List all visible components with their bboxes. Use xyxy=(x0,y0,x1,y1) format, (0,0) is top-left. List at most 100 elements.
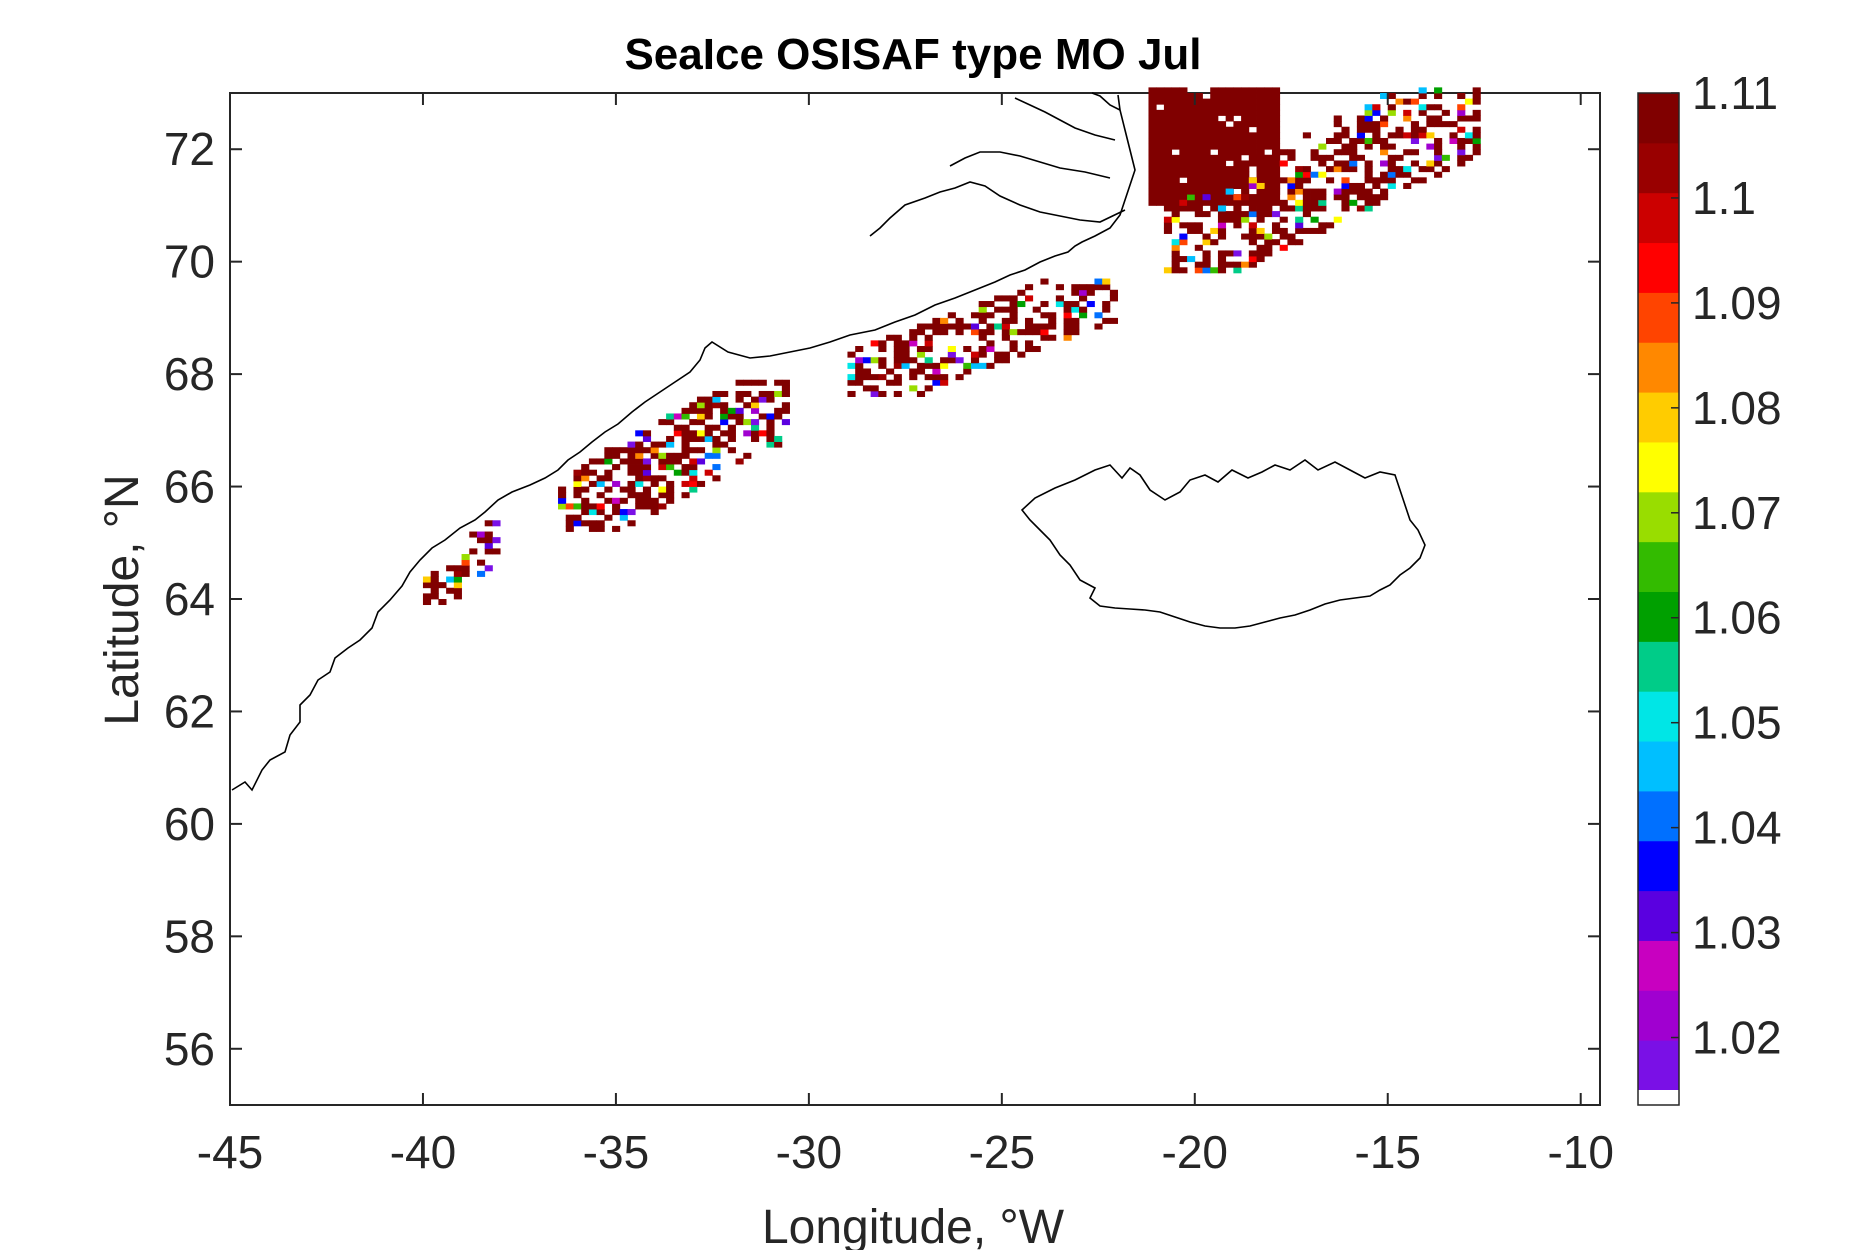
ice-cell xyxy=(1418,87,1427,94)
ice-cell xyxy=(1202,137,1211,144)
ice-cell xyxy=(750,407,760,414)
colorbar-swatch xyxy=(1638,541,1679,592)
ice-cell xyxy=(604,452,613,459)
ice-cell xyxy=(1194,267,1203,274)
ice-cell xyxy=(1009,340,1018,347)
ice-cell xyxy=(650,509,659,516)
ice-cell xyxy=(453,582,462,589)
ice-cell xyxy=(712,390,721,397)
ice-cell xyxy=(696,419,706,426)
ice-cell xyxy=(1163,104,1173,111)
ice-cell xyxy=(1171,261,1180,268)
ice-cell xyxy=(1349,199,1358,206)
ice-cell xyxy=(635,447,644,454)
ice-cell xyxy=(666,435,675,442)
ice-cell xyxy=(565,514,574,521)
ice-cell xyxy=(1086,289,1095,296)
ice-cell xyxy=(986,340,995,347)
ice-cell xyxy=(1109,295,1119,302)
ice-cell xyxy=(1225,87,1234,94)
ice-cell xyxy=(1156,126,1165,133)
x-tick-label: -25 xyxy=(969,1126,1035,1178)
ice-cell xyxy=(1395,171,1404,178)
ice-cell xyxy=(986,362,995,369)
ice-cell xyxy=(1210,87,1219,94)
ice-cell xyxy=(612,503,621,510)
ice-cell xyxy=(1040,334,1049,341)
ice-cell xyxy=(1194,261,1203,268)
ice-cell xyxy=(1187,256,1196,263)
ice-cell xyxy=(642,464,652,471)
ice-cell xyxy=(588,503,598,510)
ice-cell xyxy=(1225,143,1234,150)
ice-cell xyxy=(1287,182,1296,189)
ice-cell xyxy=(1048,317,1057,324)
ice-cell xyxy=(1302,171,1311,178)
ice-cell xyxy=(627,452,636,459)
ice-cell xyxy=(1256,205,1265,212)
ice-cell xyxy=(1171,188,1180,195)
ice-cell xyxy=(453,576,462,583)
colorbar-swatch xyxy=(1638,641,1679,692)
ice-cell xyxy=(612,464,621,471)
ice-cell xyxy=(1248,143,1257,150)
ice-cell xyxy=(1156,115,1165,122)
ice-cell xyxy=(1271,182,1281,189)
ice-cell xyxy=(1217,137,1227,144)
ice-cell xyxy=(430,593,439,600)
ice-cell xyxy=(1202,143,1211,150)
ice-cell xyxy=(476,537,486,544)
ice-cell xyxy=(1171,256,1180,263)
ice-cell xyxy=(1403,182,1412,189)
ice-cell xyxy=(1318,171,1327,178)
ice-cell xyxy=(1094,284,1103,291)
ice-cell xyxy=(1202,109,1211,116)
ice-cell xyxy=(1264,211,1273,218)
ice-cell xyxy=(1163,121,1173,128)
ice-cell xyxy=(963,368,972,375)
ice-cell xyxy=(1364,121,1373,128)
ice-cell xyxy=(1017,289,1026,296)
ice-cell xyxy=(712,402,721,409)
ice-cell xyxy=(627,464,636,471)
ice-cell xyxy=(446,565,455,572)
ice-cell xyxy=(1271,93,1281,100)
ice-cell xyxy=(1210,205,1219,212)
ice-cell xyxy=(1163,126,1173,133)
ice-cell xyxy=(581,520,590,527)
ice-cell xyxy=(916,362,926,369)
ice-cell xyxy=(1071,284,1080,291)
ice-cell xyxy=(1418,132,1427,139)
ice-cell xyxy=(1248,98,1257,105)
colorbar-swatch xyxy=(1638,491,1679,543)
ice-cell xyxy=(1264,154,1273,161)
ice-cell xyxy=(635,475,644,482)
ice-cell xyxy=(1024,284,1034,291)
colorbar-tick-label: 1.1 xyxy=(1692,172,1756,224)
ice-cell xyxy=(1217,171,1227,178)
ice-cell xyxy=(1202,171,1211,178)
ice-cell xyxy=(1457,109,1466,116)
ice-cell xyxy=(604,475,613,482)
ice-cell xyxy=(1202,182,1211,189)
ice-cell xyxy=(878,340,887,347)
ice-cell xyxy=(1364,104,1373,111)
colorbar-swatch xyxy=(1638,342,1679,393)
ice-cell xyxy=(1372,137,1381,144)
ice-cell xyxy=(1457,115,1466,122)
ice-cell xyxy=(727,447,736,454)
ice-cell xyxy=(1163,182,1173,189)
ice-cell xyxy=(1187,132,1196,139)
ice-cell xyxy=(681,441,690,448)
ice-cell xyxy=(1279,227,1288,234)
ice-cell xyxy=(1333,194,1342,201)
ice-cell xyxy=(758,379,767,386)
ice-cell xyxy=(1241,149,1250,156)
ice-cell xyxy=(1256,137,1265,144)
ice-cell xyxy=(573,475,582,482)
ice-cell xyxy=(1457,137,1466,144)
ice-cell xyxy=(743,452,752,459)
ice-cell xyxy=(947,346,956,353)
ice-cell xyxy=(1310,154,1319,161)
ice-cell xyxy=(484,537,493,544)
